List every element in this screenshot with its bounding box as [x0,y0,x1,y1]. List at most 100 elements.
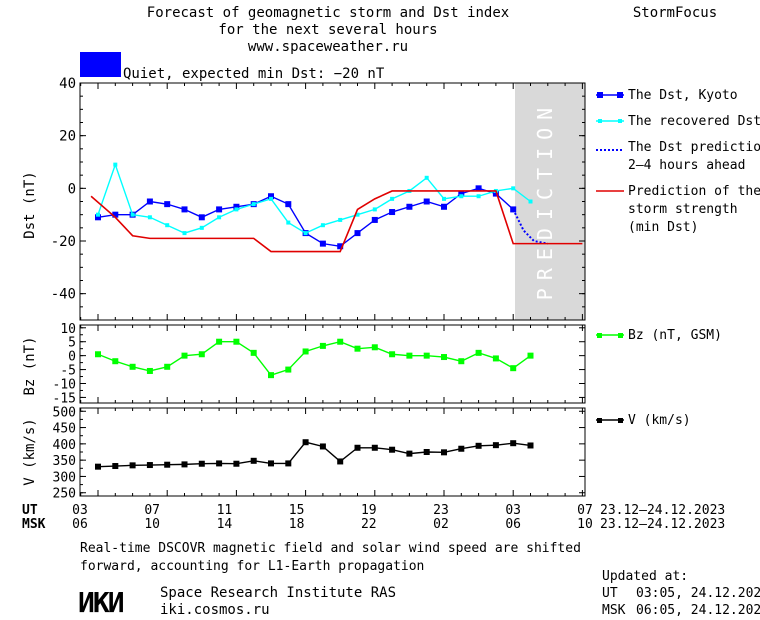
status-color-box [80,52,121,77]
legend-dst-recovered-label: The recovered Dst [628,114,760,129]
ut-tick-label: 07 [144,503,160,518]
msk-tick-label: 18 [289,517,305,532]
data-point [95,463,101,470]
series-line [97,162,531,234]
data-point [181,206,188,213]
data-point [371,444,378,451]
data-point [250,457,257,464]
series-line [90,190,583,253]
data-point [129,462,136,469]
data-point [285,366,292,373]
updated-msk-label: MSK [602,603,626,618]
updated-label: Updated at: [602,569,688,584]
data-point [112,211,119,218]
data-point [181,461,188,468]
y-tick-label: -20 [51,234,76,250]
legend-dst-kyoto: The Dst, Kyoto [596,88,738,103]
data-point [475,349,482,356]
v-plot-area [95,439,534,470]
data-point [233,338,240,345]
y-tick-label: 20 [59,129,76,145]
data-point [319,240,326,247]
data-point [233,203,240,210]
data-point [112,358,119,365]
data-point [164,201,171,208]
y-tick-label: 500 [53,405,76,420]
v-ylabel: V (km/s) [22,418,38,485]
data-point [147,215,152,220]
dst-panel: PREDICTION -40 -20 0 20 40 Dst (nT) [22,76,586,321]
data-point [354,230,361,237]
data-point [251,202,256,207]
data-point [371,344,378,351]
data-point [423,449,430,455]
data-point [320,223,325,228]
data-point [458,190,465,197]
data-point [268,193,274,200]
v-frame [79,407,586,497]
y-tick-label: 0 [68,350,76,365]
data-point [458,358,465,365]
data-point [269,196,273,201]
data-point [476,194,481,199]
msk-tick-label: 10 [144,517,160,532]
y-tick-label: -40 [51,287,76,303]
ut-tick-label: 03 [72,503,88,518]
data-point [286,220,291,225]
msk-tick-label: 02 [433,517,449,532]
legend-storm-strength: Prediction of the storm strength (min Ds… [596,184,760,235]
ut-tick-label: 03 [505,503,521,518]
data-point [389,209,396,216]
updated-ut-value: 03:05, 24.12.2023 [636,586,760,601]
y-tick-label: 350 [53,454,76,469]
data-point [510,365,517,372]
status-text: Quiet, expected min Dst: −20 nT [123,66,385,82]
data-point [285,460,292,467]
footer-note-line1: Real-time DSCOVR magnetic field and sola… [80,541,581,556]
data-point [268,372,274,379]
y-tick-label: -10 [53,378,76,393]
data-point [113,162,118,167]
legend-dst-prediction-label-2: 2–4 hours ahead [628,158,745,173]
legend-bz-label: Bz (nT, GSM) [628,328,722,343]
time-axis: UT MSK 03 07 11 15 19 23 03 07 06 10 14 18 22 02 06 10… [22,503,725,532]
updated-ut-label: UT [602,586,618,601]
data-point [354,444,361,451]
data-point [424,175,429,180]
ut-tick-label: 15 [289,503,305,518]
data-point [441,203,447,210]
msk-axis-label: MSK [22,517,46,532]
legend-dst-prediction: The Dst prediction 2–4 hours ahead [596,140,760,173]
msk-tick-label: 06 [505,517,521,532]
data-point [337,458,344,465]
ut-tick-label: 19 [361,503,377,518]
chart-title-line2: for the next several hours [218,22,437,38]
data-point [337,243,344,250]
data-point [319,443,326,450]
legend-v: V (km/s) [596,413,691,428]
data-point [406,450,413,457]
data-point [96,212,100,217]
bz-plot-area [95,338,534,379]
data-point [354,345,361,352]
data-point [216,206,223,213]
data-point [372,207,377,212]
data-point [302,348,309,355]
data-point [492,190,499,197]
data-point [492,442,499,449]
series-line [97,441,531,468]
prediction-label: PREDICTION [533,100,557,300]
y-tick-label: 250 [53,487,76,502]
data-point [285,201,292,208]
legend-dst-recovered: The recovered Dst [596,114,760,129]
data-point [475,442,482,449]
data-point [199,225,204,230]
data-point [182,231,187,236]
msk-dates: 23.12–24.12.2023 [600,517,725,532]
data-point [181,352,188,359]
data-point [337,338,344,345]
y-tick-label: 400 [53,438,76,453]
